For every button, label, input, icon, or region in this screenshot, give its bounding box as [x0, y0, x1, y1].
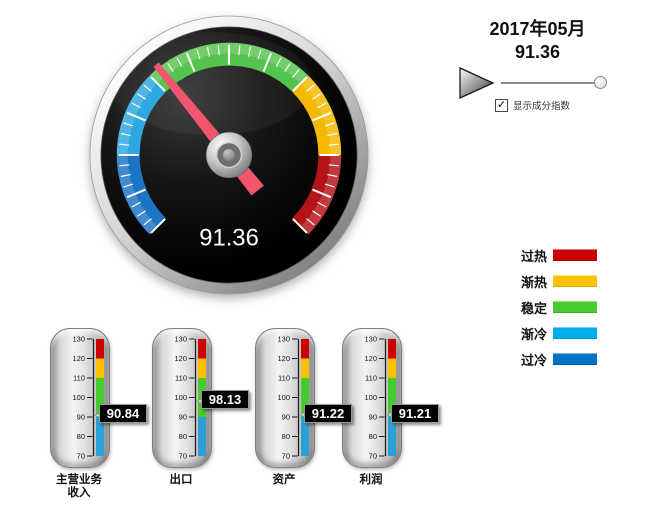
svg-text:70: 70: [77, 452, 85, 461]
svg-text:80: 80: [369, 432, 377, 441]
svg-text:120: 120: [364, 354, 377, 363]
thermometer-value-label: 91.22: [304, 404, 352, 423]
svg-text:110: 110: [73, 374, 85, 383]
svg-text:90: 90: [77, 413, 85, 422]
svg-text:100: 100: [174, 393, 187, 402]
thermometer-value-label: 98.13: [201, 390, 249, 409]
thermometer-body: 70 80 90 100 110 120 130: [255, 328, 315, 468]
svg-text:120: 120: [72, 354, 85, 363]
legend-label: 渐热: [520, 274, 547, 290]
thermometer-export: 70 80 90 100 110 120 130 98.13 出口: [152, 328, 249, 487]
legend-swatch-warming: [553, 275, 597, 287]
thermometer-profit: 70 80 90 100 110 120 130 91.21 利润: [342, 328, 439, 487]
period-slider[interactable]: [501, 74, 611, 92]
gauge-value: 91.36: [199, 224, 259, 251]
show-components-label: 显示成分指数: [513, 101, 571, 112]
thermometer-value-label: 90.84: [99, 404, 147, 423]
legend-swatch-overheat: [553, 249, 597, 261]
slider-track[interactable]: [501, 82, 605, 84]
svg-text:100: 100: [72, 393, 85, 402]
thermometer-label: 出口: [169, 474, 193, 486]
svg-text:80: 80: [179, 432, 187, 441]
thermometer-main-revenue: 70 80 90 100 110 120 130 90.84 主营业务收入: [50, 328, 147, 500]
thermometer-label: 利润: [359, 474, 383, 486]
play-button[interactable]: [458, 66, 496, 100]
svg-text:120: 120: [277, 354, 290, 363]
show-components-row: ✓ 显示成分指数: [495, 98, 570, 112]
period-value: 91.36: [514, 42, 561, 62]
legend-swatch-cooling: [553, 327, 597, 339]
legend: 过热 渐热 稳定 渐冷 过冷: [497, 242, 597, 372]
svg-text:70: 70: [369, 452, 377, 461]
main-gauge: 91.36: [87, 13, 371, 297]
svg-text:90: 90: [282, 413, 290, 422]
svg-text:70: 70: [282, 452, 290, 461]
svg-text:110: 110: [175, 374, 187, 383]
thermometer-scale: 70 80 90 100 110 120 130: [72, 335, 107, 461]
thermometer-assets: 70 80 90 100 110 120 130 91.22 资产: [255, 328, 352, 487]
svg-text:100: 100: [364, 393, 377, 402]
legend-row: 过冷: [497, 346, 597, 372]
thermometer-value-label: 91.21: [391, 404, 439, 423]
svg-text:90: 90: [369, 413, 377, 422]
svg-text:80: 80: [77, 432, 85, 441]
gauge-hub: [205, 131, 253, 179]
slider-handle[interactable]: [594, 76, 607, 89]
legend-row: 渐热: [497, 268, 597, 294]
play-icon: [459, 66, 495, 100]
legend-label: 渐冷: [520, 326, 547, 342]
thermometer-scale: 70 80 90 100 110 120 130: [277, 335, 312, 461]
svg-text:130: 130: [174, 335, 187, 344]
svg-text:130: 130: [364, 335, 377, 344]
period-title: 2017年05月: [489, 19, 586, 39]
legend-row: 过热: [497, 242, 597, 268]
thermometer-scale: 70 80 90 100 110 120 130: [364, 335, 399, 461]
gauge-svg: 91.36: [89, 15, 369, 295]
thermometer-body: 70 80 90 100 110 120 130: [342, 328, 402, 468]
legend-row: 稳定: [497, 294, 597, 320]
svg-text:70: 70: [179, 452, 187, 461]
svg-text:110: 110: [365, 374, 377, 383]
legend-row: 渐冷: [497, 320, 597, 346]
svg-text:120: 120: [174, 354, 187, 363]
thermometer-label: 资产: [272, 474, 296, 486]
legend-label: 过冷: [520, 352, 547, 368]
svg-text:130: 130: [72, 335, 85, 344]
legend-swatch-overcool: [553, 353, 597, 365]
svg-text:110: 110: [278, 374, 290, 383]
show-components-checkbox[interactable]: ✓: [495, 98, 508, 112]
svg-text:80: 80: [282, 432, 290, 441]
legend-label: 过热: [520, 248, 547, 264]
legend-swatch-stable: [553, 301, 597, 313]
thermometer-body: 70 80 90 100 110 120 130: [50, 328, 110, 468]
player-panel: 2017年05月 91.36 ✓ 显示成分指数: [455, 18, 635, 112]
gauge-ticks: [118, 44, 340, 234]
svg-text:100: 100: [277, 393, 290, 402]
thermometer-label: 主营业务收入: [56, 474, 102, 499]
svg-text:90: 90: [179, 413, 187, 422]
svg-text:130: 130: [277, 335, 290, 344]
legend-label: 稳定: [520, 300, 547, 316]
